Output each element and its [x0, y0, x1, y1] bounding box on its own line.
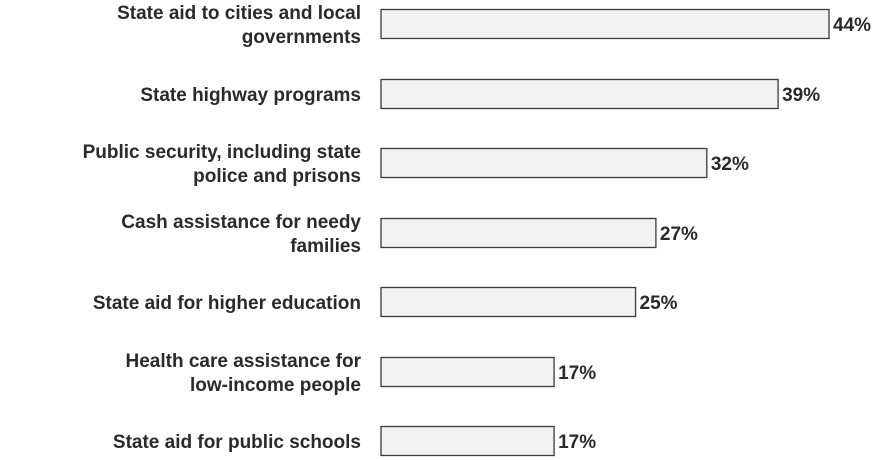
category-label-line: police and prisons: [193, 166, 361, 187]
category-label: State aid for public schools: [113, 432, 361, 453]
value-label: 17%: [558, 363, 596, 384]
bar: [380, 147, 708, 179]
value-label: 44%: [833, 15, 871, 36]
bar: [380, 8, 830, 40]
bar: [380, 78, 779, 110]
category-label: Health care assistance for low-income peo…: [125, 351, 361, 396]
bars-group: [380, 8, 830, 457]
category-label-line: State highway programs: [140, 85, 361, 106]
category-label-line: State aid to cities and local: [117, 3, 361, 24]
category-label: Public security, including state police a…: [83, 142, 361, 187]
category-label-line: Health care assistance for: [125, 351, 361, 372]
category-label-line: Cash assistance for needy: [121, 212, 361, 233]
value-label: 39%: [782, 85, 820, 106]
category-label-line: governments: [242, 27, 361, 48]
category-label-line: Public security, including state: [83, 142, 361, 163]
bar: [380, 217, 657, 249]
value-label: 25%: [640, 293, 678, 314]
category-label-line: State aid for public schools: [113, 432, 361, 453]
category-label-line: State aid for higher education: [93, 293, 361, 314]
value-label: 27%: [660, 224, 698, 245]
bar: [380, 356, 555, 388]
category-label-line: families: [290, 236, 361, 257]
bar: [380, 286, 637, 318]
category-label-line: low-income people: [190, 375, 361, 396]
value-labels-group: 44% 39% 32% 27% 25% 17% 17%: [558, 15, 871, 453]
bar: [380, 425, 555, 457]
category-label: State aid to cities and local governments: [117, 3, 361, 48]
category-label: State aid for higher education: [93, 293, 361, 314]
value-label: 32%: [711, 154, 749, 175]
category-labels-group: State aid to cities and local governments…: [83, 3, 362, 453]
category-label: Cash assistance for needy families: [121, 212, 361, 257]
category-label: State highway programs: [140, 85, 361, 106]
value-label: 17%: [558, 432, 596, 453]
